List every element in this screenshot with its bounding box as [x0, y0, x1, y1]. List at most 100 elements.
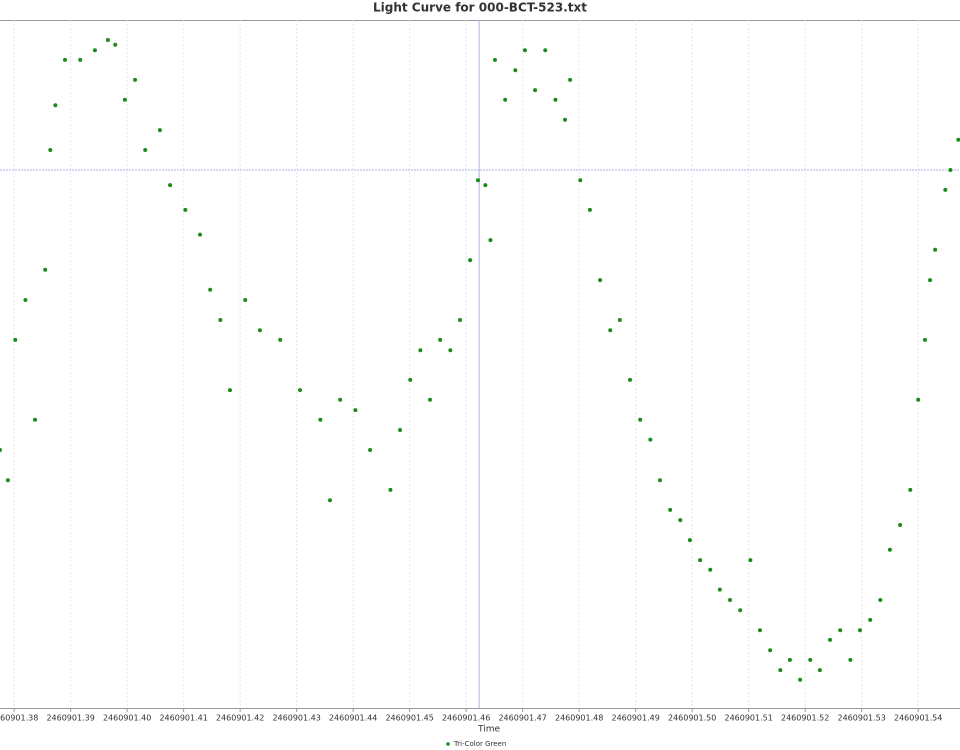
data-point [143, 148, 148, 153]
data-point [457, 317, 462, 322]
x-tick-label: 2460901.38 [0, 714, 38, 723]
data-point [687, 538, 692, 543]
data-point [728, 597, 733, 602]
data-point [778, 668, 783, 673]
data-point [598, 278, 603, 283]
data-point [678, 518, 683, 523]
data-point [438, 337, 443, 342]
x-tick-label: 2460901.52 [781, 714, 829, 723]
data-point [868, 617, 873, 622]
data-point [553, 97, 558, 102]
data-point [133, 77, 138, 82]
data-point [898, 522, 903, 527]
data-point [43, 267, 48, 272]
data-point [243, 298, 248, 303]
data-point [568, 77, 573, 82]
data-point [698, 558, 703, 563]
data-point [105, 37, 110, 42]
data-point [948, 167, 953, 172]
data-point [916, 397, 921, 402]
plot-area [0, 20, 960, 708]
data-point [657, 478, 662, 483]
data-point [638, 417, 643, 422]
data-point [122, 97, 127, 102]
data-point [48, 148, 53, 153]
x-tick-label: 2460901.48 [555, 714, 603, 723]
data-point [198, 232, 203, 237]
data-point [956, 137, 960, 142]
x-tick-label: 2460901.51 [724, 714, 772, 723]
data-point [227, 388, 232, 393]
data-point [848, 657, 853, 662]
data-point [78, 57, 83, 62]
x-tick-label: 2460901.41 [159, 714, 207, 723]
data-point [808, 657, 813, 662]
data-point [318, 417, 323, 422]
data-point [768, 648, 773, 653]
data-point [483, 183, 488, 188]
data-point [338, 397, 343, 402]
data-point [398, 428, 403, 433]
data-point [113, 42, 118, 47]
data-point [578, 178, 583, 183]
chart-title: Light Curve for 000-BCT-523.txt [373, 1, 587, 15]
data-point [427, 397, 432, 402]
data-point [838, 628, 843, 633]
data-point [492, 57, 497, 62]
data-point [388, 487, 393, 492]
data-point [13, 337, 18, 342]
data-point [23, 298, 28, 303]
data-point [828, 637, 833, 642]
data-point [887, 547, 892, 552]
legend-label: Tri-Color Green [453, 740, 506, 748]
data-point [408, 377, 413, 382]
x-tick-label: 2460901.47 [498, 714, 546, 723]
data-point [878, 597, 883, 602]
data-point [617, 317, 622, 322]
data-point [33, 417, 38, 422]
data-point [533, 88, 538, 93]
data-point [817, 668, 822, 673]
x-axis-label: Time [477, 725, 500, 735]
data-point [418, 348, 423, 353]
x-tick-label: 2460901.50 [668, 714, 716, 723]
data-point [798, 677, 803, 682]
data-point [92, 48, 97, 53]
data-point [928, 278, 933, 283]
x-tick-label: 2460901.39 [46, 714, 94, 723]
data-point [168, 183, 173, 188]
data-point [587, 207, 592, 212]
x-tick-label: 2460901.44 [329, 714, 377, 723]
data-point [448, 348, 453, 353]
legend-marker [446, 742, 450, 746]
x-tick-label: 2460901.45 [385, 714, 433, 723]
data-point [503, 97, 508, 102]
data-point [748, 558, 753, 563]
data-point [513, 68, 518, 73]
data-point [5, 478, 10, 483]
data-point [543, 48, 548, 53]
data-point [327, 498, 332, 503]
data-point [278, 337, 283, 342]
data-point [668, 507, 673, 512]
data-point [908, 487, 913, 492]
data-point [0, 448, 2, 452]
data-point [353, 408, 358, 413]
data-point [208, 287, 213, 292]
data-point [218, 317, 223, 322]
data-point [522, 48, 527, 53]
data-point [298, 388, 303, 393]
x-tick-label: 2460901.53 [838, 714, 886, 723]
data-point [563, 117, 568, 122]
data-point [717, 587, 722, 592]
data-point [368, 448, 373, 452]
data-point [757, 628, 762, 633]
data-point [257, 328, 262, 333]
data-point [476, 178, 481, 183]
data-point [468, 258, 473, 263]
x-tick-label: 2460901.42 [216, 714, 264, 723]
data-point [53, 103, 58, 108]
data-point [157, 128, 162, 133]
data-point [857, 628, 862, 633]
data-point [608, 328, 613, 333]
